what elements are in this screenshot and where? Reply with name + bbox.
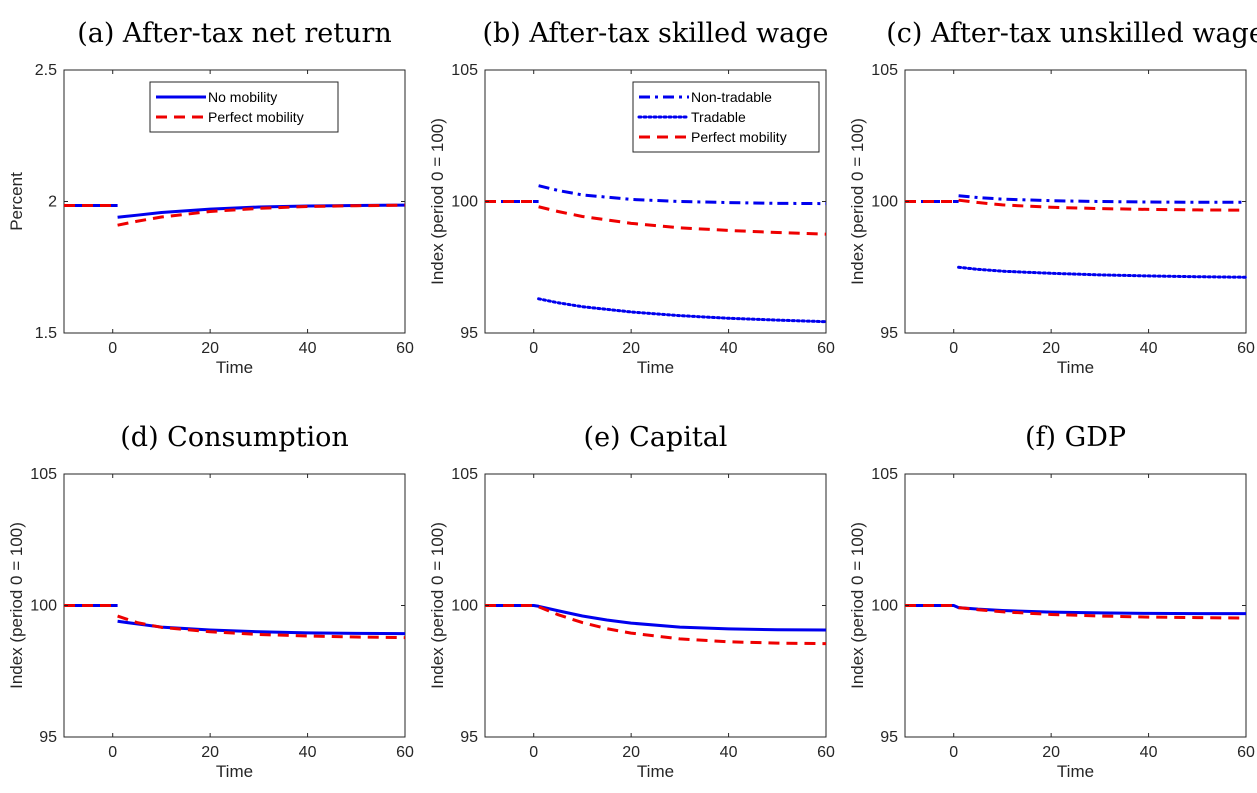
series-line-1-segment-2 — [538, 184, 827, 206]
x-tick-label: 0 — [529, 744, 538, 761]
y-tick-label: 95 — [880, 325, 898, 342]
x-tick-label: 0 — [949, 744, 958, 761]
x-tick-label: 40 — [1140, 744, 1158, 761]
y-tick-label: 100 — [871, 194, 898, 211]
x-tick-label: 60 — [396, 744, 414, 761]
x-tick-label: 40 — [299, 340, 317, 357]
y-tick-label: 95 — [880, 729, 898, 746]
series-line-2 — [957, 265, 1248, 279]
x-axis-label: Time — [216, 762, 253, 781]
y-tick-label: 95 — [460, 325, 478, 342]
legend-label: Non-tradable — [691, 89, 772, 105]
x-tick-label: 40 — [720, 744, 738, 761]
panel-title: (c) After-tax unskilled wage — [886, 18, 1257, 49]
axes-box — [63, 473, 406, 738]
y-tick-label: 105 — [451, 466, 478, 483]
y-tick-label: 100 — [451, 194, 478, 211]
y-axis-label: Index (period 0 = 100) — [7, 522, 26, 689]
x-tick-label: 20 — [622, 340, 640, 357]
legend-box — [149, 81, 339, 133]
panel-title: (d) Consumption — [120, 422, 349, 453]
y-tick-label: 95 — [39, 729, 57, 746]
x-axis-label: Time — [637, 762, 674, 781]
legend: Non-tradable Tradable Perfect mobility — [632, 81, 820, 153]
chart-panel-5: (e) Capital 0 20 40 60 95 100 105 Time Index (per… — [428, 422, 835, 781]
x-tick-label: 20 — [622, 744, 640, 761]
x-tick-label: 0 — [108, 340, 117, 357]
chart-panel-1: (a) After-tax net return 0 20 40 60 1.5 2 2.5 Ti… — [7, 18, 414, 377]
x-axis-label: Time — [1057, 762, 1094, 781]
series-line-1-segment-2 — [117, 203, 406, 219]
x-tick-label: 60 — [817, 744, 835, 761]
x-tick-label: 20 — [201, 744, 219, 761]
y-axis-label: Index (period 0 = 100) — [428, 522, 447, 689]
x-tick-label: 20 — [1042, 340, 1060, 357]
y-tick-label: 105 — [871, 466, 898, 483]
x-tick-label: 20 — [1042, 744, 1060, 761]
panel-title: (f) GDP — [1025, 422, 1126, 453]
y-axis-label: Percent — [7, 172, 26, 231]
y-tick-label: 95 — [460, 729, 478, 746]
y-tick-label: 105 — [451, 62, 478, 79]
y-tick-label: 105 — [871, 62, 898, 79]
x-tick-label: 60 — [1237, 340, 1255, 357]
x-tick-label: 60 — [396, 340, 414, 357]
legend-label: Perfect mobility — [691, 129, 787, 145]
y-tick-label: 2 — [48, 194, 57, 211]
x-axis-label: Time — [637, 358, 674, 377]
x-tick-label: 20 — [201, 340, 219, 357]
x-tick-label: 40 — [720, 340, 738, 357]
panel-title: (a) After-tax net return — [77, 18, 392, 49]
x-tick-label: 0 — [108, 744, 117, 761]
y-axis-label: Index (period 0 = 100) — [428, 118, 447, 285]
y-axis-label: Index (period 0 = 100) — [848, 522, 867, 689]
chart-panel-2: (b) After-tax skilled wage 0 20 40 60 95 100 10… — [428, 18, 835, 377]
panel-title: (e) Capital — [584, 422, 728, 453]
axes-box — [904, 473, 1247, 738]
x-tick-label: 0 — [949, 340, 958, 357]
chart-panel-6: (f) GDP 0 20 40 60 95 100 105 Time Index (period … — [848, 422, 1255, 781]
x-tick-label: 40 — [299, 744, 317, 761]
series-line-2 — [537, 297, 828, 324]
legend: No mobility Perfect mobility — [149, 81, 339, 133]
series-line-2-segment-2 — [117, 203, 406, 227]
legend-label: Tradable — [691, 109, 746, 125]
legend-label: No mobility — [208, 89, 277, 105]
chart-panel-4: (d) Consumption 0 20 40 60 95 100 105 Time Index … — [7, 422, 414, 781]
y-axis-label: Index (period 0 = 100) — [848, 118, 867, 285]
series-line-1 — [485, 604, 827, 632]
series-line-3-segment-2 — [958, 198, 1247, 212]
x-tick-label: 0 — [529, 340, 538, 357]
y-tick-label: 2.5 — [35, 62, 57, 79]
series-line-1 — [905, 604, 1246, 616]
series-line-3-segment-2 — [538, 205, 827, 236]
y-tick-label: 100 — [30, 598, 57, 615]
y-tick-label: 100 — [871, 598, 898, 615]
y-tick-label: 105 — [30, 466, 57, 483]
x-tick-label: 60 — [1237, 744, 1255, 761]
y-tick-label: 1.5 — [35, 325, 57, 342]
x-tick-label: 60 — [817, 340, 835, 357]
x-axis-label: Time — [1057, 358, 1094, 377]
x-axis-label: Time — [216, 358, 253, 377]
chart-panel-3: (c) After-tax unskilled wage 0 20 40 60 95 100… — [848, 18, 1257, 377]
y-tick-label: 100 — [451, 598, 478, 615]
x-tick-label: 40 — [1140, 340, 1158, 357]
series-line-2-segment-2 — [117, 614, 406, 640]
legend-label: Perfect mobility — [208, 109, 304, 125]
panel-title: (b) After-tax skilled wage — [482, 18, 828, 49]
